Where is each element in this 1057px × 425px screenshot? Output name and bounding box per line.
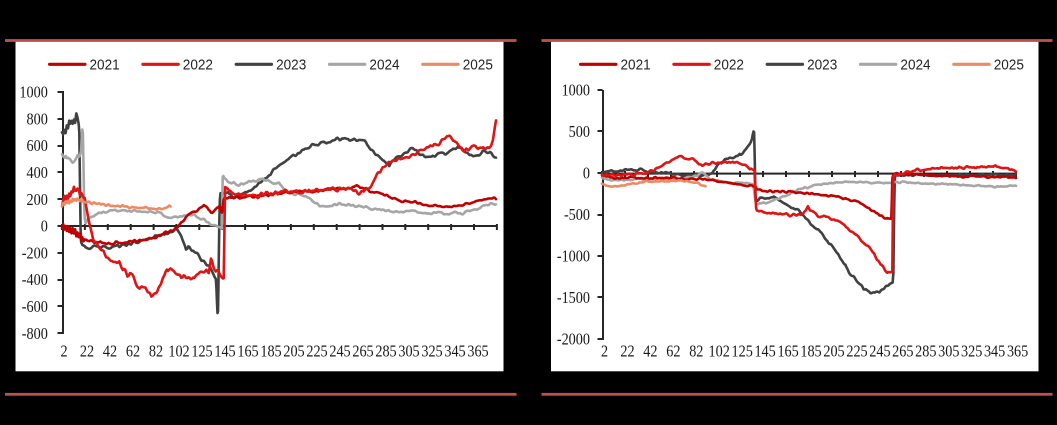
svg-text:125: 125 bbox=[191, 343, 212, 361]
svg-text:285: 285 bbox=[375, 343, 396, 361]
svg-text:325: 325 bbox=[961, 343, 982, 361]
svg-text:-400: -400 bbox=[22, 271, 48, 289]
svg-text:600: 600 bbox=[26, 137, 47, 155]
svg-text:305: 305 bbox=[938, 343, 959, 361]
svg-text:2: 2 bbox=[60, 343, 67, 361]
svg-text:-2000: -2000 bbox=[557, 331, 590, 349]
svg-text:2023: 2023 bbox=[276, 56, 306, 73]
svg-text:62: 62 bbox=[126, 343, 140, 361]
svg-text:225: 225 bbox=[306, 343, 327, 361]
svg-text:345: 345 bbox=[444, 343, 465, 361]
svg-text:102: 102 bbox=[168, 343, 189, 361]
svg-text:200: 200 bbox=[26, 191, 47, 209]
svg-text:0: 0 bbox=[583, 165, 590, 183]
svg-text:365: 365 bbox=[1007, 343, 1028, 361]
svg-text:1000: 1000 bbox=[19, 84, 48, 102]
svg-text:62: 62 bbox=[666, 343, 680, 361]
svg-text:265: 265 bbox=[892, 343, 913, 361]
svg-text:-600: -600 bbox=[22, 298, 48, 316]
svg-text:-800: -800 bbox=[22, 325, 48, 343]
svg-text:0: 0 bbox=[41, 218, 48, 236]
svg-text:1000: 1000 bbox=[562, 82, 591, 100]
svg-text:325: 325 bbox=[421, 343, 442, 361]
svg-text:145: 145 bbox=[754, 343, 775, 361]
svg-text:2024: 2024 bbox=[900, 56, 930, 73]
svg-text:2: 2 bbox=[601, 343, 608, 361]
svg-text:42: 42 bbox=[103, 343, 117, 361]
svg-text:205: 205 bbox=[283, 343, 304, 361]
svg-text:800: 800 bbox=[26, 110, 47, 128]
svg-text:500: 500 bbox=[569, 123, 590, 141]
svg-text:305: 305 bbox=[398, 343, 419, 361]
svg-text:185: 185 bbox=[800, 343, 821, 361]
svg-text:-500: -500 bbox=[564, 206, 590, 224]
svg-text:102: 102 bbox=[709, 343, 730, 361]
svg-text:400: 400 bbox=[26, 164, 47, 182]
svg-text:285: 285 bbox=[915, 343, 936, 361]
svg-text:185: 185 bbox=[260, 343, 281, 361]
svg-text:2024: 2024 bbox=[369, 56, 399, 73]
svg-text:42: 42 bbox=[643, 343, 657, 361]
svg-text:265: 265 bbox=[352, 343, 373, 361]
svg-text:-1500: -1500 bbox=[557, 289, 590, 307]
svg-text:2022: 2022 bbox=[183, 56, 213, 73]
svg-text:-1000: -1000 bbox=[557, 248, 590, 266]
svg-text:2025: 2025 bbox=[994, 56, 1024, 73]
svg-text:245: 245 bbox=[329, 343, 350, 361]
svg-text:-200: -200 bbox=[22, 244, 48, 262]
svg-text:82: 82 bbox=[149, 343, 163, 361]
svg-text:245: 245 bbox=[869, 343, 890, 361]
svg-text:125: 125 bbox=[732, 343, 753, 361]
svg-text:2021: 2021 bbox=[90, 56, 120, 73]
svg-text:345: 345 bbox=[984, 343, 1005, 361]
svg-text:365: 365 bbox=[467, 343, 488, 361]
svg-text:145: 145 bbox=[214, 343, 235, 361]
svg-text:82: 82 bbox=[689, 343, 703, 361]
svg-text:225: 225 bbox=[846, 343, 867, 361]
svg-text:2022: 2022 bbox=[714, 56, 744, 73]
svg-text:165: 165 bbox=[237, 343, 258, 361]
svg-text:2023: 2023 bbox=[807, 56, 837, 73]
svg-text:165: 165 bbox=[777, 343, 798, 361]
svg-text:22: 22 bbox=[620, 343, 634, 361]
svg-text:2025: 2025 bbox=[463, 56, 493, 73]
svg-text:22: 22 bbox=[80, 343, 94, 361]
svg-text:2021: 2021 bbox=[621, 56, 651, 73]
svg-text:205: 205 bbox=[823, 343, 844, 361]
